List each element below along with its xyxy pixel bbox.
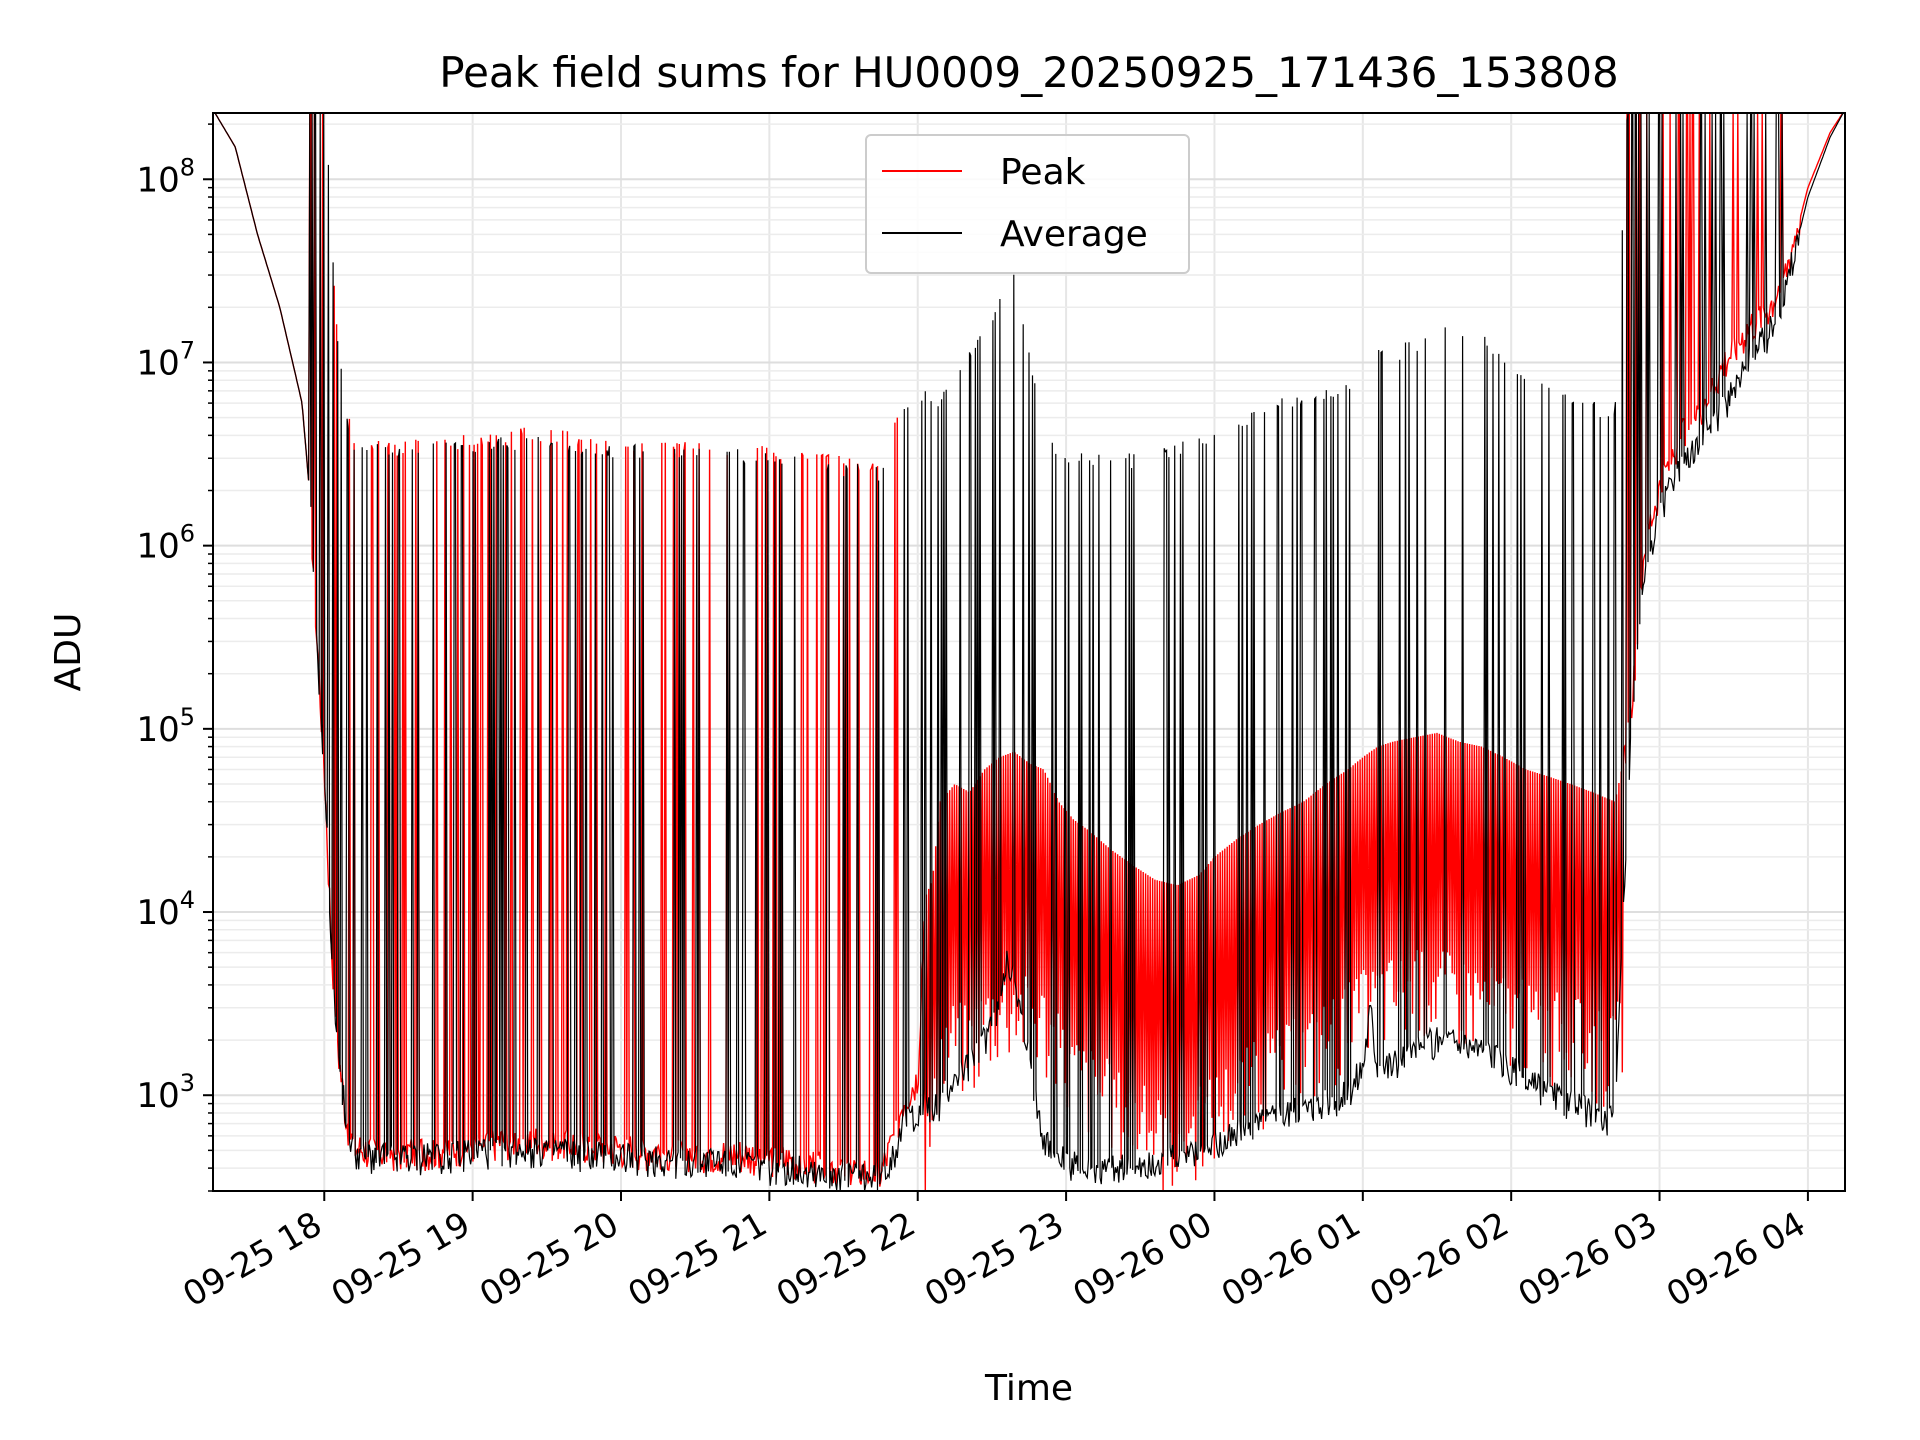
legend-box — [865, 134, 1190, 274]
y-tick-label: 107 — [136, 336, 195, 383]
y-axis-ticks: 103 104 105 106 107 108 — [136, 123, 213, 1192]
y-axis-label: ADU — [48, 613, 89, 692]
y-tick-label: 106 — [136, 520, 195, 567]
legend: Peak Average — [865, 134, 1190, 274]
y-tick-label: 108 — [136, 153, 195, 200]
legend-peak-label: Peak — [1000, 152, 1086, 193]
series-layer — [213, 112, 1845, 1192]
x-axis-label: Time — [984, 1368, 1073, 1409]
y-tick-label: 103 — [136, 1069, 195, 1116]
chart-title: Peak field sums for HU0009_20250925_1714… — [439, 48, 1618, 97]
plot-frame — [212, 112, 1846, 1192]
y-tick-label: 105 — [136, 703, 195, 750]
y-tick-label: 104 — [136, 886, 195, 933]
series-average-line — [213, 112, 1845, 1192]
legend-average-label: Average — [1000, 214, 1148, 255]
